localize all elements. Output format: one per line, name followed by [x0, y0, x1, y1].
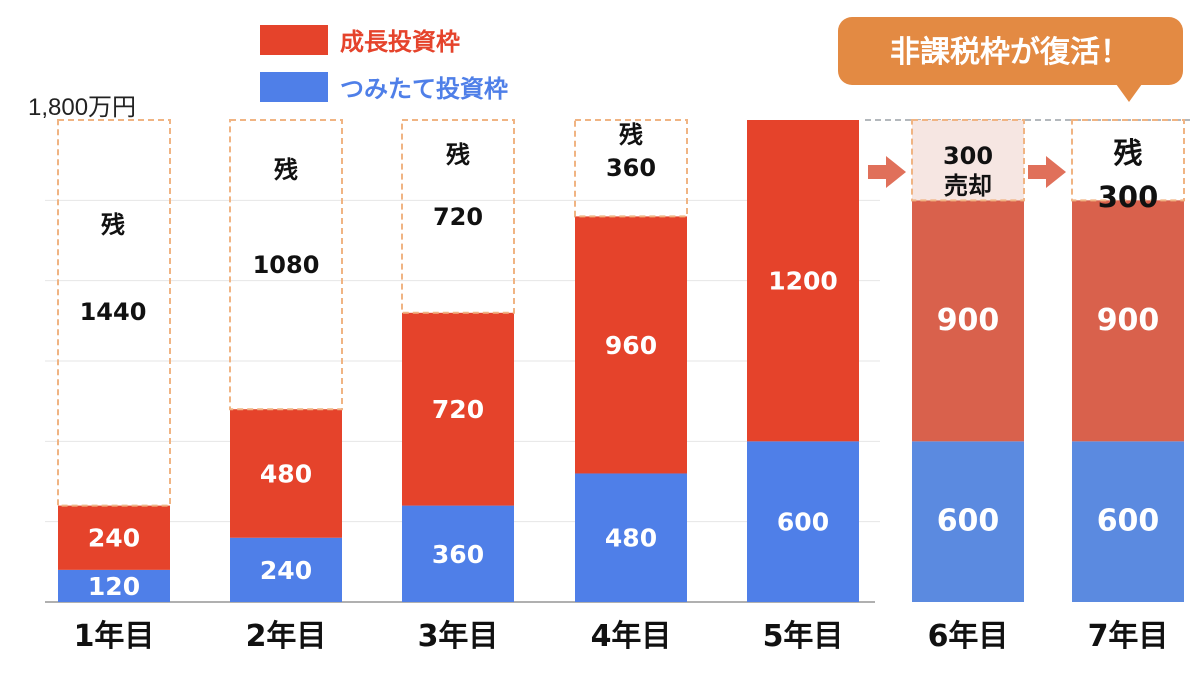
y-axis-top-label: 1,800万円	[28, 94, 136, 121]
bar-tsumitate	[747, 441, 859, 602]
callout: 非課税枠が復活！	[838, 17, 1183, 102]
data-label-tsumitate: 480	[605, 524, 657, 553]
remaining-box	[574, 119, 688, 218]
remaining-box	[911, 119, 1025, 202]
bar-tsumitate	[1072, 441, 1184, 602]
remaining-value: 売却	[944, 172, 992, 200]
remaining-box	[1071, 119, 1185, 202]
remaining-box	[229, 119, 343, 411]
arrow-shaft	[868, 165, 888, 179]
remaining-label: 残	[1113, 136, 1142, 170]
x-tick-label: 2年目	[246, 619, 327, 654]
callout-text: 非課税枠が復活！	[890, 35, 1130, 70]
remaining-label: 残	[446, 141, 470, 169]
remaining-label: 残	[101, 211, 125, 239]
legend-swatch-tsumitate	[260, 72, 328, 102]
bar-tsumitate	[575, 473, 687, 602]
remaining-label: 残	[619, 121, 643, 149]
bar-growth	[230, 409, 342, 538]
remaining-value: 1080	[253, 251, 320, 279]
data-label-growth: 960	[605, 331, 657, 360]
bar-growth	[58, 505, 170, 570]
x-tick-label: 4年目	[591, 619, 672, 654]
labels: 120 240 1年目 240 480 2年目 360 720 3年目 480 960 4年目 600 1…	[74, 121, 1169, 654]
data-label-tsumitate: 600	[777, 508, 829, 537]
legend-label-growth: 成長投資枠	[340, 28, 460, 56]
data-label-tsumitate: 600	[1097, 504, 1160, 539]
callout-box	[838, 17, 1183, 85]
data-label-growth: 720	[432, 395, 484, 424]
data-label-tsumitate: 600	[937, 504, 1000, 539]
legend: 成長投資枠 つみたて投資枠	[260, 25, 508, 103]
data-label-tsumitate: 240	[260, 556, 312, 585]
bar-tsumitate	[58, 569, 170, 602]
data-label-growth: 900	[937, 303, 1000, 338]
x-tick-label: 1年目	[74, 619, 155, 654]
data-label-tsumitate: 360	[432, 540, 484, 569]
remaining-box	[57, 119, 171, 507]
bars	[57, 119, 1185, 602]
bar-growth	[747, 120, 859, 442]
remaining-box	[401, 119, 515, 314]
bar-growth	[1072, 200, 1184, 442]
remaining-value: 300	[1098, 180, 1159, 214]
legend-swatch-growth	[260, 25, 328, 55]
bar-tsumitate	[912, 441, 1024, 602]
remaining-value: 360	[606, 154, 656, 182]
data-label-tsumitate: 120	[88, 572, 140, 601]
bar-growth	[402, 312, 514, 506]
remaining-label: 300	[943, 142, 993, 170]
bar-growth	[575, 216, 687, 474]
data-label-growth: 1200	[768, 267, 838, 296]
remaining-value: 720	[433, 203, 483, 231]
bar-tsumitate	[230, 537, 342, 602]
callout-pointer	[1116, 84, 1142, 102]
legend-label-tsumitate: つみたて投資枠	[340, 75, 508, 103]
data-label-growth: 900	[1097, 303, 1160, 338]
x-tick-label: 7年目	[1088, 619, 1169, 654]
x-tick-label: 3年目	[418, 619, 499, 654]
arrow-head	[1046, 156, 1066, 188]
data-label-growth: 480	[260, 459, 312, 488]
bar-growth	[912, 200, 1024, 442]
x-tick-label: 6年目	[928, 619, 1009, 654]
remaining-value: 1440	[80, 298, 147, 326]
arrow-head	[886, 156, 906, 188]
x-tick-label: 5年目	[763, 619, 844, 654]
data-label-growth: 240	[88, 524, 140, 553]
remaining-label: 残	[274, 156, 298, 184]
arrow-shaft	[1028, 165, 1048, 179]
bar-tsumitate	[402, 505, 514, 602]
